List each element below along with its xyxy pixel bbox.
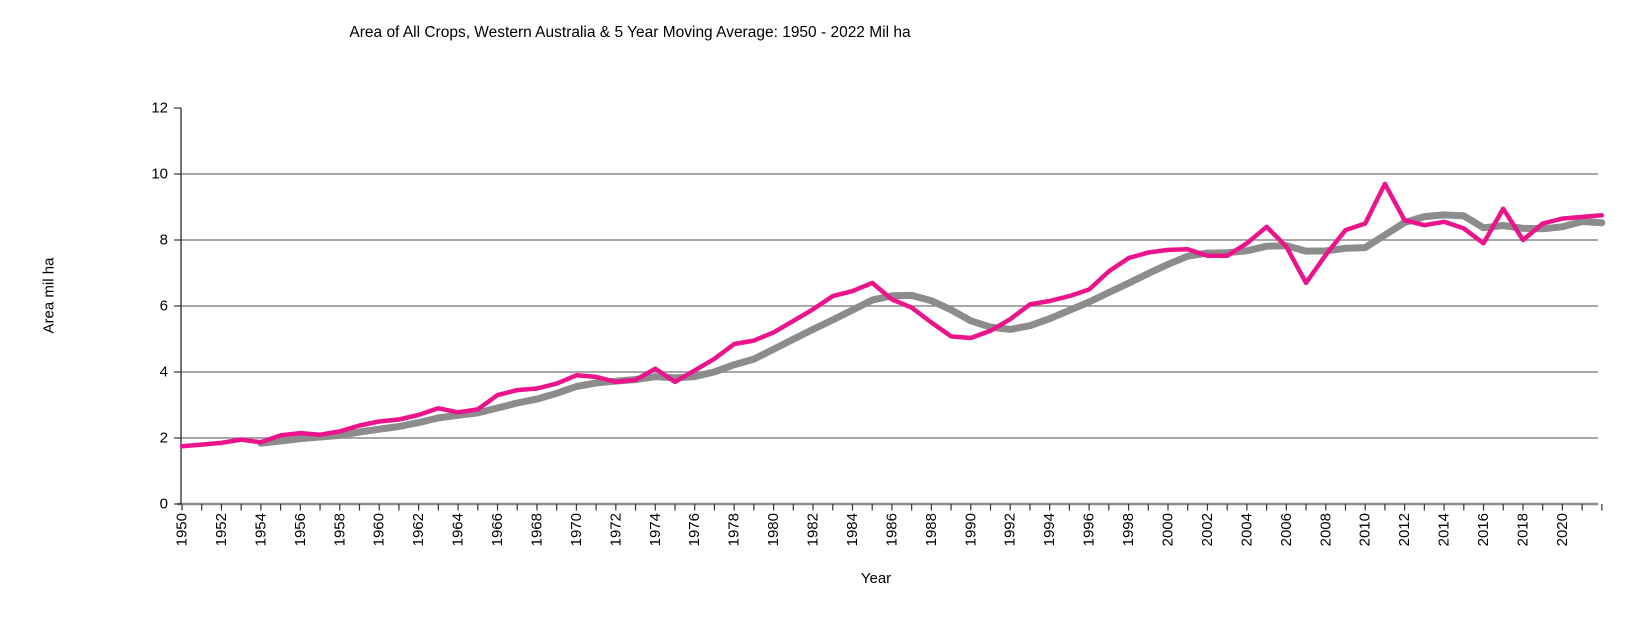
- x-tick-label: 2000: [1160, 513, 1177, 546]
- x-tick-label: 1994: [1041, 513, 1058, 546]
- x-tick-label: 2012: [1396, 513, 1413, 546]
- x-tick-label: 1952: [213, 513, 230, 546]
- chart-title: Area of All Crops, Western Australia & 5…: [349, 24, 911, 41]
- x-tick-label: 1954: [252, 513, 269, 546]
- x-tick-label: 1986: [883, 513, 900, 546]
- x-tick-label: 1962: [410, 513, 427, 546]
- x-tick-label: 1988: [923, 513, 940, 546]
- x-tick-label: 1982: [805, 513, 822, 546]
- x-tick-label: 1956: [292, 513, 309, 546]
- x-tick-label: 1974: [647, 513, 664, 546]
- x-tick-label: 1984: [844, 513, 861, 546]
- x-tick-label: 1964: [450, 513, 467, 546]
- x-tick-label: 1968: [528, 513, 545, 546]
- y-tick-label: 6: [160, 298, 168, 315]
- x-tick-label: 1972: [607, 513, 624, 546]
- x-tick-label: 2008: [1317, 513, 1334, 546]
- x-tick-label: 1998: [1120, 513, 1137, 546]
- annual-area-line: [179, 181, 1605, 449]
- x-tick-label: 1958: [331, 513, 348, 546]
- x-tick-label: 2010: [1357, 513, 1374, 546]
- x-tick-label: 2018: [1514, 513, 1531, 546]
- y-tick-label: 4: [160, 364, 168, 381]
- x-tick-label: 1996: [1081, 513, 1098, 546]
- x-tick-label: 1990: [962, 513, 979, 546]
- x-tick-label: 2002: [1199, 513, 1216, 546]
- x-tick-label: 2020: [1554, 513, 1571, 546]
- x-tick-label: 2014: [1436, 513, 1453, 546]
- x-tick-label: 1966: [489, 513, 506, 546]
- y-tick-label: 2: [160, 430, 168, 447]
- x-tick-label: 1960: [371, 513, 388, 546]
- x-tick-label: 1992: [1002, 513, 1019, 546]
- y-axis-title: Area mil ha: [40, 257, 58, 334]
- y-tick-label: 10: [151, 166, 168, 183]
- y-tick-label: 0: [160, 496, 168, 513]
- moving-average-line: [257, 211, 1606, 447]
- x-tick-label: 2006: [1278, 513, 1295, 546]
- x-tick-label: 1978: [726, 513, 743, 546]
- x-tick-label: 1976: [686, 513, 703, 546]
- y-tick-label: 12: [151, 100, 168, 117]
- x-tick-label: 2016: [1475, 513, 1492, 546]
- x-tick-label: 1980: [765, 513, 782, 546]
- x-axis-title: Year: [860, 570, 892, 587]
- x-tick-label: 1950: [174, 513, 191, 546]
- x-tick-label: 1970: [568, 513, 585, 546]
- x-tick-label: 2004: [1238, 513, 1255, 546]
- y-tick-label: 8: [160, 232, 168, 249]
